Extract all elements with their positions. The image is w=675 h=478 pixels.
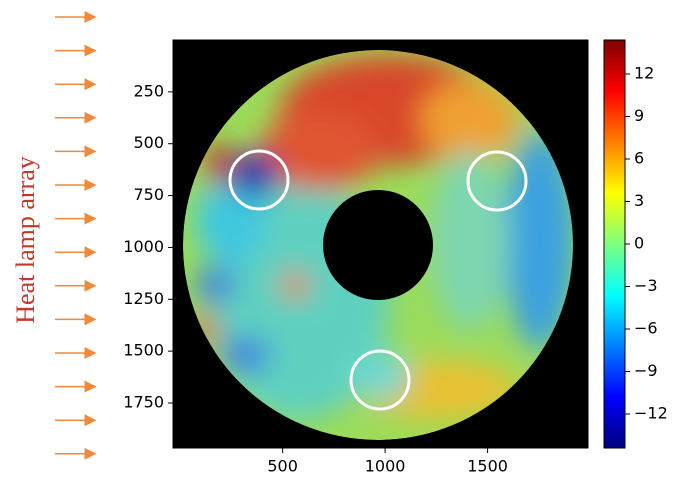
y-tick-label: 500 [133,133,164,152]
colorbar [603,39,626,449]
heat-lamp-arrows [55,11,97,460]
colorbar-tick-label: −6 [634,319,658,338]
colorbar-tick-label: 12 [634,64,654,83]
y-tick-label: 250 [133,81,164,100]
colorbar-tick-label: 3 [634,191,644,210]
x-tick-label: 500 [267,457,298,476]
x-tick-label: 1000 [365,457,406,476]
colorbar-tick-label: −3 [634,276,658,295]
colorbar-tick-label: −12 [634,404,668,423]
y-tick-label: 1000 [123,237,164,256]
colorbar-tick-label: 9 [634,106,644,125]
y-tick-label: 750 [133,185,164,204]
y-tick-label: 1500 [123,341,164,360]
colorbar-tick-label: 6 [634,149,644,168]
y-tick-label: 1250 [123,289,164,308]
colorbar-tick-label: −9 [634,361,658,380]
x-tick-label: 1500 [467,457,508,476]
annotation-circles [228,149,528,411]
colorbar-tick-label: 0 [634,234,644,253]
y-tick-label: 1750 [123,392,164,411]
axes-frame [172,39,589,449]
side-label: Heat lamp array [11,156,40,323]
heatmap-image [183,50,573,440]
